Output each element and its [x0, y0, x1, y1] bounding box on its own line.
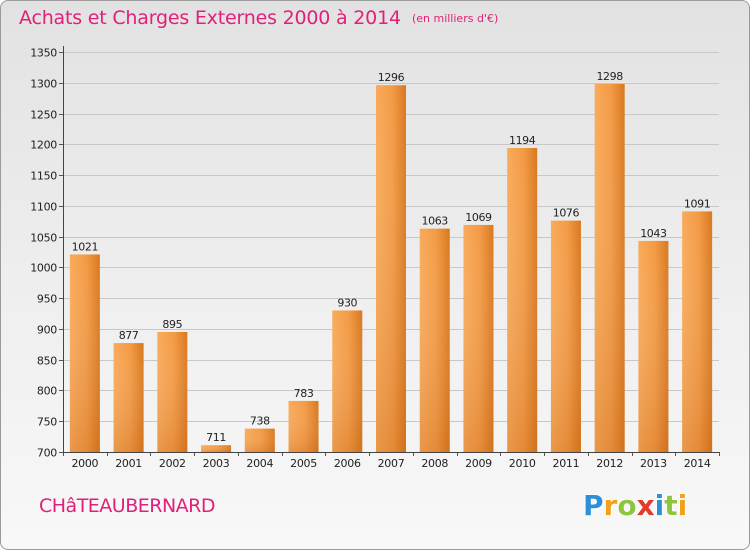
logo-letter: i: [677, 489, 688, 522]
data-label: 783: [294, 387, 314, 400]
data-label: 1069: [465, 211, 492, 224]
x-tick-label: 2005: [290, 457, 317, 470]
bar-shade: [376, 85, 406, 452]
bar-shade: [288, 400, 319, 452]
x-tick-label: 2013: [640, 457, 667, 470]
bar-shade: [69, 254, 100, 452]
bar-shade: [638, 240, 669, 452]
y-tick-label: 1350: [30, 47, 57, 60]
data-label: 1076: [553, 207, 580, 220]
bar-layer: [69, 84, 713, 452]
logo-letter: o: [617, 489, 637, 522]
y-tick-label: 900: [37, 324, 57, 337]
x-tick-label: 2007: [378, 457, 405, 470]
x-tick-label: 2003: [203, 457, 230, 470]
logo-letter: r: [603, 489, 618, 522]
x-tick-label: 2011: [553, 457, 580, 470]
bar-shade: [594, 84, 625, 452]
data-label: 1296: [378, 71, 405, 84]
x-tick-label: 2014: [684, 457, 711, 470]
bar-shade: [463, 224, 494, 452]
chart-unit: (en milliers d'€): [411, 12, 499, 25]
logo-letter: x: [636, 489, 655, 522]
data-label: 1298: [596, 70, 623, 83]
bar-shade: [332, 310, 363, 452]
x-tick-label: 2008: [421, 457, 448, 470]
x-tick-label: 2000: [71, 457, 98, 470]
data-label: 1063: [422, 215, 449, 228]
proxiti-logo: Proxiti: [583, 489, 687, 522]
x-tick-label: 2012: [596, 457, 623, 470]
logo-letter: P: [583, 489, 604, 522]
x-tick-label: 2010: [509, 457, 536, 470]
y-tick-label: 1150: [30, 170, 57, 183]
x-tick-label: 2002: [159, 457, 186, 470]
bar-shade: [244, 428, 275, 452]
data-label: 1091: [684, 197, 710, 210]
bar-shade: [419, 228, 450, 452]
bar-shade: [507, 148, 538, 452]
bar-shade: [201, 445, 232, 452]
y-tick-label: 1050: [30, 232, 57, 245]
logo-letter: i: [654, 489, 665, 522]
bar-shade: [113, 343, 144, 452]
y-tick-label: 850: [37, 355, 57, 368]
data-label: 1194: [509, 134, 536, 147]
y-tick-label: 1000: [30, 262, 57, 275]
data-label: 895: [162, 318, 182, 331]
y-tick-label: 750: [37, 416, 57, 429]
y-tick-label: 800: [37, 385, 57, 398]
y-tick-label: 1300: [30, 78, 57, 91]
axis-layer: 700 750 800 850 900 950 1000 1050 1100 1150 1200 12…: [30, 46, 720, 470]
y-tick-label: 950: [37, 293, 57, 306]
y-tick-label: 1200: [30, 139, 57, 152]
y-tick-label: 1250: [30, 109, 57, 122]
commune-name: CHâTEAUBERNARD: [39, 495, 216, 517]
x-tick-label: 2006: [334, 457, 361, 470]
data-label: 1043: [640, 227, 667, 240]
x-tick-label: 2001: [115, 457, 142, 470]
y-tick-label: 700: [37, 447, 57, 460]
logo-letter: t: [664, 489, 678, 522]
x-tick-label: 2004: [246, 457, 273, 470]
data-label: 877: [119, 329, 139, 342]
data-label: 1021: [72, 240, 98, 253]
bar-shade: [550, 220, 581, 452]
data-label: 930: [337, 296, 357, 309]
chart-header: Achats et Charges Externes 2000 à 2014 (…: [19, 7, 498, 29]
bar-shade: [682, 211, 713, 452]
data-label: 738: [250, 415, 270, 428]
chart-title: Achats et Charges Externes 2000 à 2014: [19, 7, 401, 29]
x-tick-label: 2009: [465, 457, 492, 470]
y-tick-label: 1100: [30, 201, 57, 214]
data-label: 711: [206, 431, 226, 444]
bar-shade: [157, 332, 188, 452]
